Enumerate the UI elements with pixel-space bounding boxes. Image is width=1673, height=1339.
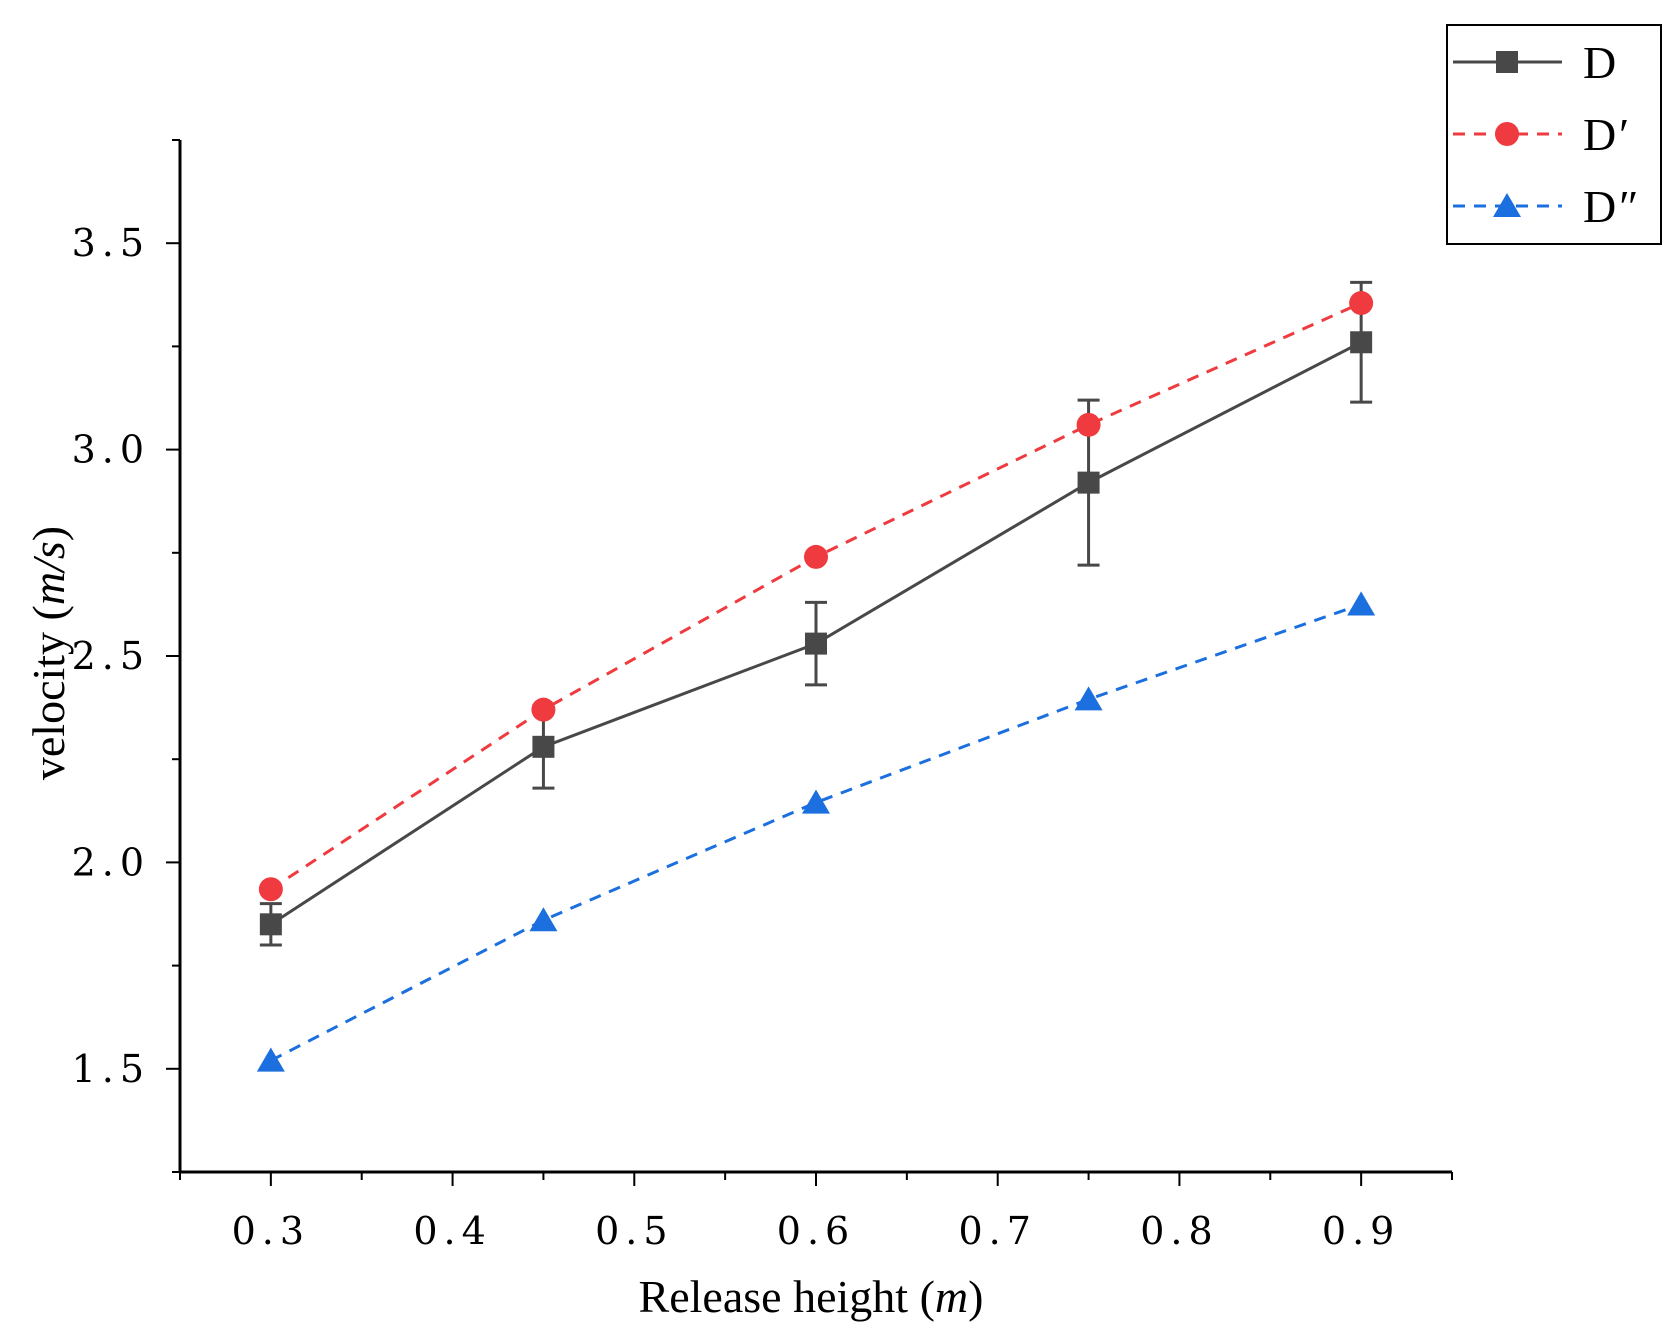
legend-label-base: D [1583, 37, 1616, 88]
data-point [805, 632, 827, 655]
x-tick-label: 0.4 [413, 1209, 491, 1253]
y-axis-title-text: velocity [23, 632, 74, 780]
data-point [258, 877, 283, 902]
y-tick-label: 1.5 [72, 1047, 150, 1091]
legend-item-1: D [1453, 37, 1616, 88]
x-tick-label: 0.7 [958, 1209, 1036, 1253]
data-point [259, 913, 282, 936]
x-axis-title-text: Release height [639, 1271, 909, 1322]
x-axis-title: Release height (m) [639, 1271, 984, 1322]
legend-label: D′ [1583, 109, 1627, 160]
legend-label: D″ [1583, 181, 1636, 232]
series-layer [256, 280, 1376, 1072]
data-point [531, 697, 556, 722]
legend-marker [1495, 122, 1519, 146]
data-point [1076, 412, 1101, 437]
y-tick-label: 2.0 [72, 840, 150, 884]
data-point [256, 1047, 285, 1072]
y-axis-title: velocity (m/s) [23, 526, 74, 780]
data-point [532, 735, 555, 758]
data-point [1347, 591, 1376, 616]
y-tick-label: 3.5 [72, 221, 150, 265]
data-point [1350, 331, 1373, 354]
axis-ticks: 0.3 0.4 0.5 0.6 0.7 0.8 0.9 1.5 2.0 2.5 3.0 3.5 [72, 139, 1453, 1253]
legend-marker [1493, 193, 1521, 218]
legend-label-base: D [1583, 181, 1616, 232]
y-tick-label: 3.0 [72, 428, 150, 472]
series-1 [259, 280, 1373, 947]
legend: DD′D″ [1446, 24, 1662, 245]
x-tick-label: 0.3 [232, 1209, 310, 1253]
legend-label-prime: ′ [1616, 109, 1627, 160]
data-point [1077, 471, 1100, 494]
x-tick-label: 0.8 [1140, 1209, 1218, 1253]
x-axis-unit: m [935, 1271, 968, 1322]
y-axis-unit: m/s [23, 541, 74, 605]
x-tick-label: 0.6 [777, 1209, 855, 1253]
data-point [1349, 291, 1374, 316]
data-point [802, 789, 830, 814]
legend-item-2: D′ [1453, 109, 1627, 160]
series-3 [256, 591, 1376, 1072]
legend-label-base: D [1583, 109, 1616, 160]
x-tick-label: 0.9 [1322, 1209, 1400, 1253]
data-point [804, 544, 828, 569]
x-tick-label: 0.5 [595, 1209, 673, 1253]
y-tick-label: 2.5 [72, 634, 150, 678]
legend-marker [1496, 51, 1518, 73]
series-line [270, 602, 1362, 1062]
series-2 [258, 291, 1374, 902]
data-point [1074, 686, 1103, 711]
legend-label: D [1583, 37, 1616, 88]
data-point [529, 907, 558, 932]
legend-item-3: D″ [1453, 181, 1636, 232]
legend-label-prime: ″ [1616, 181, 1636, 232]
